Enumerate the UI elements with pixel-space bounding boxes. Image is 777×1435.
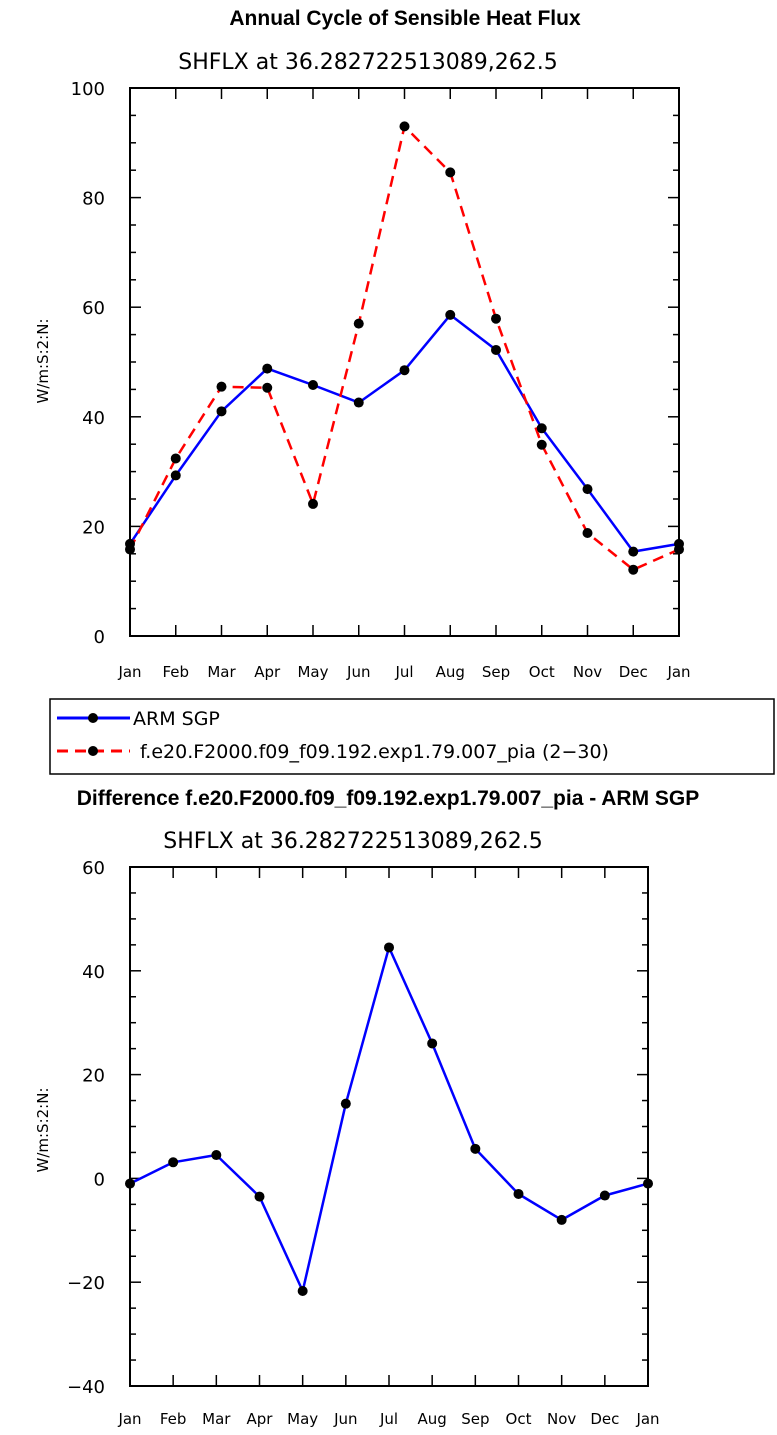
y-tick-label: 20: [82, 1066, 105, 1087]
y-tick-label: 60: [82, 858, 105, 879]
y-tick-label: 0: [94, 627, 105, 648]
data-point-s0-1: [170, 470, 181, 481]
plot-frame: [129, 87, 680, 637]
data-point-s0-1: [168, 1157, 179, 1168]
x-tick-label: Jun: [346, 663, 370, 681]
y-axis-label: W/m:S:2:N:: [34, 319, 52, 404]
x-tick-label: May: [287, 1410, 318, 1428]
y-tick-label: 40: [82, 962, 105, 983]
y-tick-label: 80: [82, 189, 105, 210]
y-axis-label: W/m:S:2:N:: [34, 1088, 52, 1173]
y-tick-label: 100: [71, 79, 105, 100]
series-points: [125, 121, 684, 575]
x-tick-label: Jan: [117, 1410, 141, 1428]
x-tick-label: Jul: [394, 663, 413, 681]
series-points: [125, 942, 653, 1297]
x-tick-label: Aug: [436, 663, 465, 681]
data-point-s0-7: [427, 1038, 438, 1049]
x-tick-label: Dec: [619, 663, 648, 681]
x-tick-label: Oct: [529, 663, 555, 681]
data-point-s1-4: [308, 498, 318, 509]
data-point-s1-1: [170, 453, 181, 464]
data-point-s0-4: [297, 1286, 308, 1297]
data-point-s0-6: [384, 942, 394, 953]
data-point-s0-11: [599, 1190, 610, 1201]
data-point-s0-10: [556, 1214, 567, 1225]
legend-label-model: f.e20.F2000.f09_f09.192.exp1.79.007_pia …: [140, 741, 609, 763]
y-tick-label: 20: [82, 517, 105, 538]
y-tick-label: 60: [82, 298, 105, 319]
y-tick-label: 0: [94, 1169, 105, 1190]
legend-marker-model: [88, 746, 98, 756]
chart-subtitle: SHFLX at 36.282722513089,262.5: [178, 50, 558, 75]
data-point-s1-10: [582, 527, 593, 538]
chart-title: Difference f.e20.F2000.f09_f09.192.exp1.…: [77, 787, 700, 810]
data-point-s0-2: [216, 406, 227, 417]
x-tick-label: Jan: [635, 1410, 659, 1428]
x-tick-label: Mar: [207, 663, 236, 681]
data-point-s1-11: [628, 564, 639, 575]
legend-box: [49, 698, 775, 775]
ticks-layer: 0 20 40 60 80 100 Jan Feb Mar Apr May Jun Jul Aug Sep O…: [71, 79, 691, 681]
x-tick-label: Apr: [247, 1410, 274, 1428]
x-tick-label: Jan: [117, 663, 141, 681]
data-point-s0-8: [491, 344, 501, 355]
data-point-s0-2: [211, 1150, 222, 1161]
x-tick-label: Oct: [506, 1410, 532, 1428]
plot-frame: [129, 866, 649, 1387]
x-tick-label: Mar: [202, 1410, 231, 1428]
x-tick-label: Nov: [573, 663, 602, 681]
chart-title: Annual Cycle of Sensible Heat Flux: [229, 7, 581, 30]
series-lines: [129, 946, 649, 1293]
data-point-s1-3: [262, 382, 273, 393]
x-tick-label: Feb: [160, 1410, 187, 1428]
data-point-s0-6: [399, 365, 410, 376]
series-lines: [128, 125, 680, 571]
y-tick-label: −20: [67, 1273, 105, 1294]
x-tick-label: Nov: [547, 1410, 576, 1428]
legend: ARM SGP f.e20.F2000.f09_f09.192.exp1.79.…: [49, 698, 775, 775]
x-tick-label: Jul: [379, 1410, 398, 1428]
x-tick-label: Sep: [482, 663, 510, 681]
x-tick-label: Dec: [590, 1410, 619, 1428]
data-point-s1-9: [536, 439, 547, 450]
data-point-s0-4: [308, 380, 318, 391]
x-tick-label: Apr: [254, 663, 281, 681]
y-tick-label: −40: [67, 1377, 105, 1398]
legend-label-arm-sgp: ARM SGP: [133, 708, 220, 730]
x-tick-label: May: [297, 663, 328, 681]
ticks-layer: −40 −20 0 20 40 60 Jan Feb Mar Apr May Jun Jul Aug Sep…: [67, 858, 660, 1428]
data-point-s0-10: [582, 484, 593, 495]
data-point-s0-5: [353, 397, 364, 408]
data-point-s1-7: [445, 167, 456, 178]
series-line-0: [128, 313, 680, 553]
data-point-s0-11: [628, 546, 639, 557]
data-point-s0-3: [262, 363, 273, 374]
data-point-s0-3: [254, 1191, 265, 1202]
data-point-s0-5: [340, 1098, 351, 1109]
x-tick-label: Aug: [418, 1410, 447, 1428]
legend-marker-arm-sgp: [88, 713, 98, 723]
x-tick-label: Jun: [333, 1410, 357, 1428]
difference-chart: Difference f.e20.F2000.f09_f09.192.exp1.…: [34, 787, 699, 1428]
data-point-s1-2: [216, 381, 227, 392]
x-tick-label: Feb: [162, 663, 189, 681]
data-point-s0-9: [513, 1188, 524, 1199]
annual-cycle-chart: Annual Cycle of Sensible Heat Flux SHFLX…: [34, 7, 691, 681]
data-point-s0-7: [445, 309, 456, 320]
data-point-s0-8: [470, 1143, 481, 1154]
series-line-0: [129, 946, 649, 1293]
data-point-s1-8: [491, 313, 501, 324]
chart-subtitle: SHFLX at 36.282722513089,262.5: [163, 829, 543, 854]
data-point-s1-6: [399, 121, 410, 132]
x-tick-label: Jan: [666, 663, 690, 681]
data-point-s0-9: [536, 423, 547, 434]
x-tick-label: Sep: [461, 1410, 489, 1428]
y-tick-label: 40: [82, 408, 105, 429]
data-point-s1-5: [353, 318, 364, 329]
